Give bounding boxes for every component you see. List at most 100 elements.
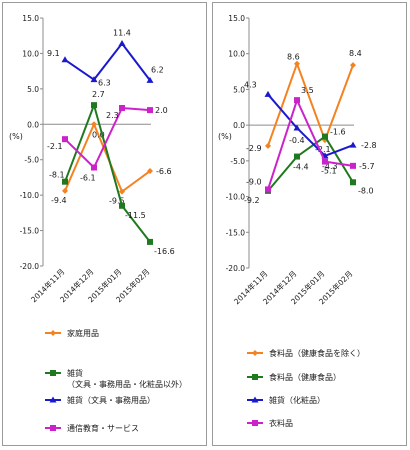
data-label: -16.6 [154,247,175,256]
data-label: -6.1 [80,174,96,183]
left-line-chart: 15.010.05.00.0-5.0-10.0-15.0-20.0(%)2014… [9,14,187,433]
y-tick-label: -5.0 [24,156,39,165]
series-marker [294,153,300,160]
series-marker [90,76,98,83]
legend-swatch-marker [50,425,56,431]
data-label: -11.5 [125,211,146,220]
series-marker [119,188,125,195]
y-tick-label: -10.0 [226,193,246,202]
data-label: -4.4 [293,163,309,172]
data-label: 3.5 [301,86,314,95]
series-marker [119,104,125,111]
series-marker [293,124,301,131]
data-label: 2.3 [106,111,119,120]
data-label: -0.4 [289,136,305,145]
series-line [267,60,354,147]
series-marker [62,136,68,143]
data-label: 8.6 [287,53,300,62]
data-label: 9.1 [47,49,60,58]
series-marker [146,76,154,83]
y-unit-label: (%) [218,132,232,141]
legend-swatch-marker [251,396,259,403]
series-marker [264,90,272,97]
data-label: 6.3 [98,79,111,88]
y-unit-label: (%) [9,132,23,141]
data-label: -8.1 [49,171,65,180]
data-label: -2.8 [361,141,377,150]
data-label: -9.5 [109,197,125,206]
series-marker [61,56,69,63]
y-tick-label: 10.0 [228,50,245,59]
data-label: -5.7 [359,162,375,171]
series-line [64,121,151,194]
series-marker [118,40,126,47]
y-tick-label: 15.0 [22,14,39,23]
series-marker [350,162,356,169]
series-line [267,97,354,190]
series-line [267,135,354,192]
data-label: 8.4 [349,49,362,58]
series-marker [265,186,271,193]
series-marker [265,142,271,149]
right-chart-panel: 15.0 10.0 5.0 0.0 -5.0 -10.0 -15.0 -20.0 (%) 2014… [212,2,407,446]
y-tick-label: 0.0 [233,121,245,130]
series-marker [147,107,153,114]
series-marker [62,187,68,194]
series-marker [91,121,97,128]
legend-label: 雑貨 [67,368,83,378]
data-label: 2.7 [92,90,105,99]
series-marker [91,164,97,171]
series-line [267,93,354,158]
y-tick-label: 5.0 [233,85,245,94]
series-marker [294,97,300,104]
series-marker [294,60,300,67]
y-tick-label: -15.0 [226,228,246,237]
y-tick-label: 15.0 [228,14,245,23]
legend-label: 家庭用品 [67,328,99,338]
y-tick-label: -10.0 [20,191,40,200]
y-tick-label: 5.0 [27,85,39,94]
series-marker [147,238,153,245]
y-tick-label: 0.0 [27,120,39,129]
right-line-chart: 15.010.05.00.0-5.0-10.0-15.0-20.0(%)2014… [218,14,377,428]
y-tick-label: -20.0 [226,264,246,273]
data-label: -9.2 [244,196,260,205]
series-marker [91,102,97,109]
legend-label: 雑貨（化粧品） [269,395,325,405]
data-label: 11.4 [113,29,131,38]
legend-label: 通信教育・サービス [67,423,139,433]
data-label: -8.0 [358,186,374,195]
series-line [64,101,151,243]
series-marker [349,141,357,148]
data-label: -2.1 [315,145,331,154]
data-label: -6.6 [156,167,172,176]
legend-swatch-marker [252,420,258,426]
data-label: -5.1 [321,167,337,176]
data-label: -9.0 [246,177,262,186]
data-label: 0.0 [92,130,105,139]
y-tick-label: 10.0 [22,49,39,58]
legend-swatch-marker [49,396,57,403]
data-label: -4.3 [322,162,338,171]
legend-swatch-marker [252,350,258,356]
data-label: 2.0 [155,106,168,115]
legend-swatch-marker [252,374,258,380]
series-line [64,41,151,82]
series-marker [350,179,356,186]
series-marker [350,62,356,69]
data-label: -2.1 [47,142,63,151]
data-label: -2.9 [246,144,262,153]
data-label: 4.3 [244,80,257,89]
series-marker [62,178,68,185]
legend-label: （文具・事務用品・化粧品以外） [67,379,187,389]
legend-label: 雑貨（文具・事務用品） [67,395,155,405]
legend-swatch-marker [50,330,56,336]
data-label: -1.6 [330,128,346,137]
legend-swatch-marker [50,370,56,376]
legend-label: 衣料品 [269,418,293,428]
legend-label: 食料品（健康食品を除く） [269,348,365,358]
data-label: -9.4 [51,196,67,205]
series-marker [119,202,125,209]
y-tick-label: -20.0 [20,262,40,271]
series-marker [322,158,328,165]
